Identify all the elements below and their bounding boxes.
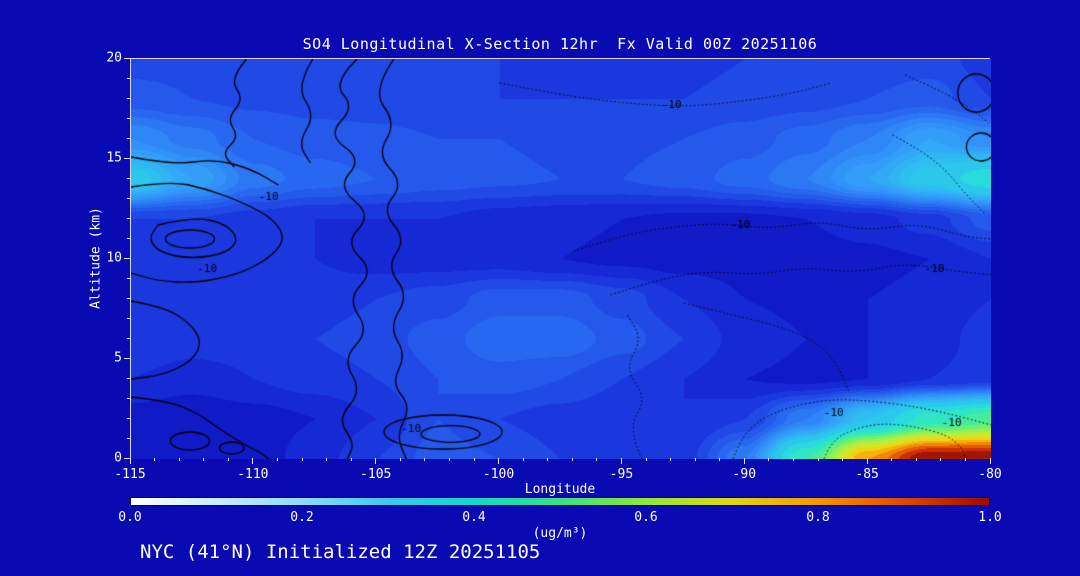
x-axis-minor-tick: [276, 458, 278, 461]
x-axis-minor-tick: [940, 458, 942, 461]
y-axis-minor-tick: [127, 337, 130, 339]
y-axis-tick: [124, 357, 130, 359]
y-axis-minor-tick: [127, 97, 130, 99]
x-axis-minor-tick: [326, 458, 328, 461]
x-axis-minor-tick: [645, 458, 647, 461]
x-axis-title: Longitude: [524, 482, 596, 497]
x-tick-label: -90: [732, 467, 757, 482]
x-axis-minor-tick: [203, 458, 205, 461]
chart-title: SO4 Longitudinal X-Section 12hr Fx Valid…: [302, 35, 818, 53]
colorbar-tick-label: 0.2: [290, 510, 314, 525]
x-axis-minor-tick: [301, 458, 303, 461]
y-axis-tick: [124, 457, 130, 459]
y-axis-minor-tick: [127, 277, 130, 279]
x-axis-minor-tick: [154, 458, 156, 461]
x-axis-minor-tick: [448, 458, 450, 461]
y-axis-minor-tick: [127, 237, 130, 239]
x-axis-minor-tick: [964, 458, 966, 461]
y-axis-minor-tick: [127, 197, 130, 199]
y-axis-minor-tick: [127, 397, 130, 399]
plot-area: [130, 58, 991, 459]
init-info: NYC (41°N) Initialized 12Z 20251105: [140, 541, 541, 563]
y-axis-minor-tick: [127, 117, 130, 119]
heatmap-canvas: [131, 59, 991, 459]
x-axis-minor-tick: [178, 458, 180, 461]
colorbar-tick-label: 0.8: [806, 510, 830, 525]
x-axis-tick: [375, 458, 377, 464]
x-axis-minor-tick: [399, 458, 401, 461]
x-axis-minor-tick: [596, 458, 598, 461]
y-tick-label: 15: [106, 150, 122, 166]
y-axis-minor-tick: [127, 137, 130, 139]
y-tick-label: 0: [114, 450, 122, 466]
x-axis-minor-tick: [547, 458, 549, 461]
colorbar-tick-label: 0.6: [634, 510, 658, 525]
x-axis-minor-tick: [350, 458, 352, 461]
y-axis-minor-tick: [127, 437, 130, 439]
y-axis-minor-tick: [127, 297, 130, 299]
x-axis-tick: [743, 458, 745, 464]
y-axis-minor-tick: [127, 177, 130, 179]
x-axis-tick: [498, 458, 500, 464]
x-axis-minor-tick: [817, 458, 819, 461]
x-axis-minor-tick: [842, 458, 844, 461]
y-axis-minor-tick: [127, 417, 130, 419]
x-axis-tick: [989, 458, 991, 464]
x-tick-label: -110: [237, 467, 269, 482]
x-tick-label: -95: [609, 467, 634, 482]
x-axis-tick: [129, 458, 131, 464]
x-axis-minor-tick: [522, 458, 524, 461]
colorbar-tick-label: 1.0: [978, 510, 1002, 525]
x-axis-minor-tick: [473, 458, 475, 461]
x-axis-minor-tick: [792, 458, 794, 461]
x-tick-label: -80: [978, 467, 1002, 482]
y-axis-minor-tick: [127, 217, 130, 219]
y-axis-minor-tick: [127, 77, 130, 79]
x-tick-label: -115: [114, 467, 146, 482]
colorbar-tick-label: 0.0: [118, 510, 142, 525]
colorbar: [130, 497, 990, 506]
x-axis-tick: [620, 458, 622, 464]
y-axis-tick: [124, 57, 130, 59]
x-tick-label: -85: [855, 467, 879, 482]
y-tick-label: 10: [106, 250, 122, 266]
x-axis-minor-tick: [571, 458, 573, 461]
x-tick-label: -100: [482, 467, 515, 482]
x-axis-tick: [866, 458, 868, 464]
x-axis-minor-tick: [227, 458, 229, 461]
y-axis-minor-tick: [127, 317, 130, 319]
x-axis-minor-tick: [768, 458, 770, 461]
colorbar-tick-label: 0.4: [462, 510, 486, 525]
colorbar-units: (ug/m³): [532, 526, 588, 541]
x-axis-tick: [252, 458, 254, 464]
y-axis-tick: [124, 257, 130, 259]
y-tick-label: 5: [114, 350, 122, 366]
y-axis-tick: [124, 157, 130, 159]
x-axis-minor-tick: [915, 458, 917, 461]
x-tick-label: -105: [360, 467, 392, 482]
y-axis-minor-tick: [127, 377, 130, 379]
x-axis-minor-tick: [719, 458, 721, 461]
x-axis-minor-tick: [670, 458, 672, 461]
y-tick-label: 20: [106, 50, 122, 66]
x-axis-minor-tick: [424, 458, 426, 461]
x-axis-minor-tick: [694, 458, 696, 461]
x-axis-minor-tick: [891, 458, 893, 461]
